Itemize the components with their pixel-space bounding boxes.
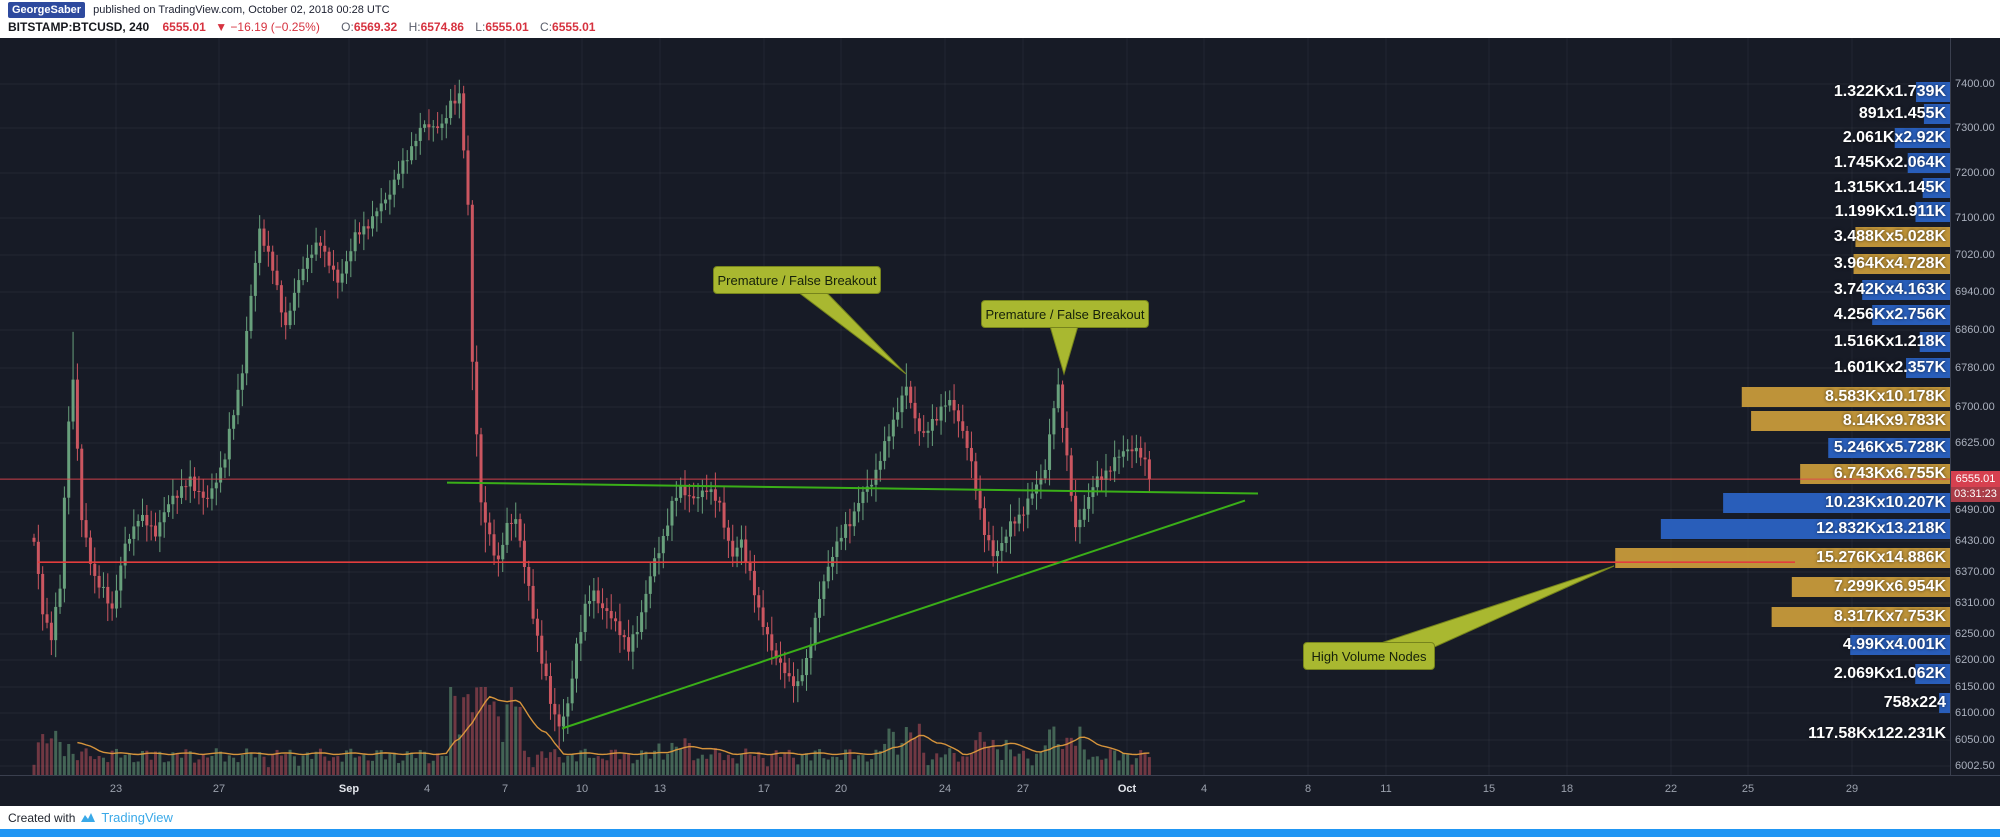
bottom-accent-bar — [0, 829, 2000, 837]
price-tick-label: 6002.50 — [1955, 760, 1995, 772]
price-chart-canvas[interactable] — [0, 0, 2000, 806]
time-tick-label: 24 — [938, 783, 952, 795]
price-axis[interactable]: 7400.00 7300.00 7200.00 7100.00 7020.00 6940.… — [1950, 38, 2000, 775]
price-tick-label: 7400.00 — [1955, 78, 1995, 90]
price-tick-label: 7100.00 — [1955, 212, 1995, 224]
last-price: 6555.01 — [162, 20, 206, 34]
price-tick-label: 6050.00 — [1955, 734, 1995, 746]
symbol-name[interactable]: BITSTAMP:BTCUSD, 240 — [8, 20, 150, 34]
open-label: O: — [341, 20, 354, 34]
price-tick-label: 7200.00 — [1955, 167, 1995, 179]
time-tick-label: 7 — [501, 783, 509, 795]
tradingview-link[interactable]: TradingView — [101, 810, 173, 825]
time-tick-label: 29 — [1845, 783, 1859, 795]
time-tick-label: 4 — [423, 783, 431, 795]
low-label: L: — [475, 20, 486, 34]
close-label: C: — [540, 20, 553, 34]
price-tick-label: 6200.00 — [1955, 654, 1995, 666]
low-value: 6555.01 — [485, 20, 529, 34]
price-tick-label: 6860.00 — [1955, 324, 1995, 336]
time-tick-label: 18 — [1560, 783, 1574, 795]
price-tick-label: 6780.00 — [1955, 362, 1995, 374]
price-tick-label: 6250.00 — [1955, 628, 1995, 640]
symbol-info-bar: BITSTAMP:BTCUSD, 240 6555.01 ▼ −16.19 (−… — [8, 18, 1992, 36]
open-value: 6569.32 — [353, 20, 398, 34]
time-tick-label: 15 — [1482, 783, 1496, 795]
time-tick-label: 10 — [575, 783, 589, 795]
price-tick-label: 6100.00 — [1955, 707, 1995, 719]
callout-high-volume-nodes[interactable]: High Volume Nodes — [1303, 642, 1435, 670]
price-tick-label: 6940.00 — [1955, 286, 1995, 298]
bar-countdown-badge: 03:31:23 — [1951, 487, 2000, 502]
time-tick-label: 25 — [1741, 783, 1755, 795]
time-tick-label: 13 — [653, 783, 667, 795]
time-tick-label: 22 — [1664, 783, 1678, 795]
price-tick-label: 6430.00 — [1955, 535, 1995, 547]
last-price-badge: 6555.01 — [1951, 471, 2000, 487]
callout-false-breakout-2[interactable]: Premature / False Breakout — [981, 300, 1149, 328]
high-label: H: — [408, 20, 421, 34]
time-tick-label: 27 — [1016, 783, 1030, 795]
time-tick-label: 17 — [757, 783, 771, 795]
price-tick-label: 6370.00 — [1955, 566, 1995, 578]
header: GeorgeSaber published on TradingView.com… — [0, 0, 2000, 38]
price-tick-label: 6625.00 — [1955, 437, 1995, 449]
close-value: 6555.01 — [552, 20, 596, 34]
time-tick-label: Sep — [338, 783, 360, 795]
footer: Created with TradingView — [0, 806, 2000, 829]
tradingview-logo-icon — [81, 812, 96, 822]
time-tick-label: 20 — [834, 783, 848, 795]
author-link[interactable]: GeorgeSaber — [8, 2, 86, 18]
price-tick-label: 6490.00 — [1955, 504, 1995, 516]
high-value: 6574.86 — [420, 20, 464, 34]
time-axis[interactable]: 23 27 Sep 4 7 10 13 17 20 24 27 Oct 4 8 11 15 18 22 25 29 — [0, 775, 2000, 807]
time-tick-label: 8 — [1304, 783, 1312, 795]
time-tick-label: 23 — [109, 783, 123, 795]
time-tick-label: 11 — [1380, 783, 1392, 795]
publish-line: GeorgeSaber published on TradingView.com… — [8, 2, 1992, 18]
publish-info: published on TradingView.com, October 02… — [93, 4, 390, 16]
time-tick-label: Oct — [1117, 783, 1137, 795]
price-tick-label: 7020.00 — [1955, 249, 1995, 261]
price-tick-label: 6150.00 — [1955, 681, 1995, 693]
price-tick-label: 6310.00 — [1955, 597, 1995, 609]
price-tick-label: 6700.00 — [1955, 401, 1995, 413]
time-tick-label: 4 — [1200, 783, 1208, 795]
callout-false-breakout-1[interactable]: Premature / False Breakout — [713, 266, 881, 294]
price-tick-label: 7300.00 — [1955, 122, 1995, 134]
price-change: ▼ −16.19 (−0.25%) — [215, 20, 320, 34]
time-tick-label: 27 — [212, 783, 226, 795]
created-with-label: Created with — [8, 810, 76, 825]
